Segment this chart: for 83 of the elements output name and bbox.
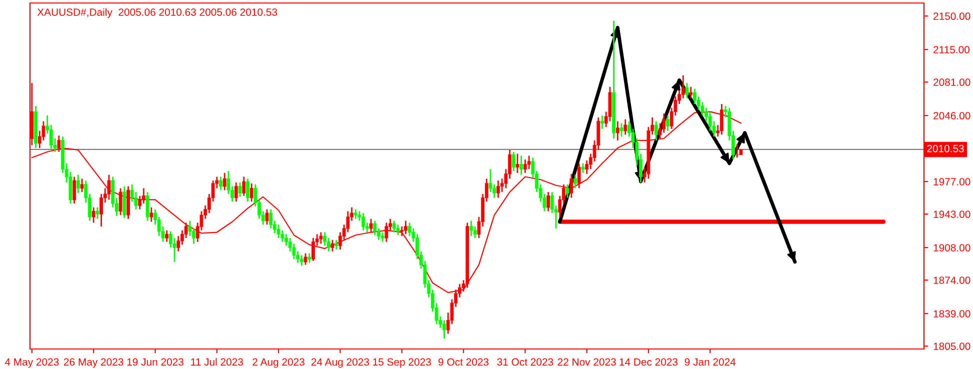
candlestick [330, 239, 334, 252]
candlestick [516, 153, 520, 174]
candlestick [392, 220, 396, 233]
candlestick [442, 320, 446, 340]
candlestick [654, 120, 658, 142]
candlestick [276, 224, 280, 239]
candlestick [396, 224, 400, 236]
candlestick [666, 114, 670, 132]
candlestick [92, 206, 96, 224]
x-tick-label: 31 Oct 2023 [497, 358, 554, 366]
candlestick [520, 155, 524, 176]
candlestick [362, 212, 366, 232]
candlestick [312, 237, 315, 262]
candlestick [685, 82, 689, 99]
candlestick [574, 174, 577, 189]
y-tick-label: 2150.00 [934, 12, 970, 20]
x-tick-label: 4 May 2023 [4, 358, 59, 368]
candlestick [118, 188, 122, 216]
candlestick [150, 206, 154, 222]
candlestick [222, 172, 226, 191]
y-tick-label: 1874.00 [934, 276, 970, 284]
candlestick [122, 186, 126, 219]
candlestick [308, 252, 312, 264]
candlestick [616, 120, 620, 142]
x-tick-label: 19 Jun 2023 [127, 358, 184, 366]
x-tick-label: 15 Sep 2023 [373, 358, 431, 368]
candlestick [527, 155, 531, 170]
y-tick-label: 1943.00 [934, 210, 970, 218]
candlestick [373, 220, 377, 236]
candlestick [107, 174, 111, 200]
candlestick [523, 158, 527, 174]
candlestick [219, 176, 222, 191]
candlestick [146, 191, 150, 222]
candlestick [470, 220, 473, 237]
chart-title: XAUUSD#,Daily 2005.06 2010.63 2005.06 2010.53 [37, 8, 278, 18]
candlestick [80, 178, 84, 193]
candlestick [234, 182, 238, 202]
candlestick [577, 162, 581, 189]
candlestick [496, 180, 500, 199]
y-tick-label: 1908.00 [934, 244, 970, 252]
candlestick [319, 232, 323, 244]
candlestick [566, 184, 570, 199]
candlestick [570, 173, 574, 199]
y-tick-label: 1977.00 [934, 178, 970, 186]
candlestick [512, 151, 516, 172]
candlestick [624, 118, 628, 136]
candlestick [304, 252, 308, 266]
x-tick-label: 2 Aug 2023 [252, 358, 304, 368]
candlestick [300, 254, 304, 266]
y-tick-label: 2046.00 [934, 112, 970, 120]
x-tick-label: 24 Aug 2023 [311, 358, 369, 368]
candlestick [369, 218, 373, 233]
candlestick [242, 176, 246, 197]
candlestick [334, 239, 338, 250]
x-tick-label: 26 May 2023 [64, 358, 124, 368]
candlestick [246, 178, 250, 202]
x-tick-label: 14 Dec 2023 [620, 358, 678, 366]
x-tick-label: 22 Nov 2023 [558, 358, 616, 366]
candlestick [96, 206, 100, 220]
candlestick [57, 134, 61, 153]
candlestick [238, 182, 242, 198]
candlestick [404, 220, 408, 235]
x-tick-label: 11 Jul 2023 [191, 358, 243, 366]
candlestick [600, 114, 604, 130]
candlestick [76, 174, 80, 194]
candlestick [581, 162, 585, 174]
candlestick [72, 176, 76, 204]
candlestick [689, 86, 693, 99]
y-tick-label: 2081.00 [934, 78, 970, 86]
y-tick-label: 1805.00 [934, 342, 970, 350]
x-tick-label: 9 Oct 2023 [438, 358, 489, 366]
candlestick [546, 191, 550, 212]
y-tick-label: 2115.00 [934, 46, 970, 54]
candlestick [384, 222, 388, 243]
candlestick [354, 208, 358, 220]
candlestick [269, 208, 273, 230]
candlestick [380, 232, 384, 243]
x-tick-label: 9 Jan 2024 [684, 358, 736, 366]
candlestick [250, 182, 254, 202]
y-tick-label: 1839.00 [934, 310, 970, 318]
ref-line-label: 2010.53 [927, 144, 964, 152]
candlestick [620, 122, 624, 138]
candlestick [165, 230, 168, 243]
